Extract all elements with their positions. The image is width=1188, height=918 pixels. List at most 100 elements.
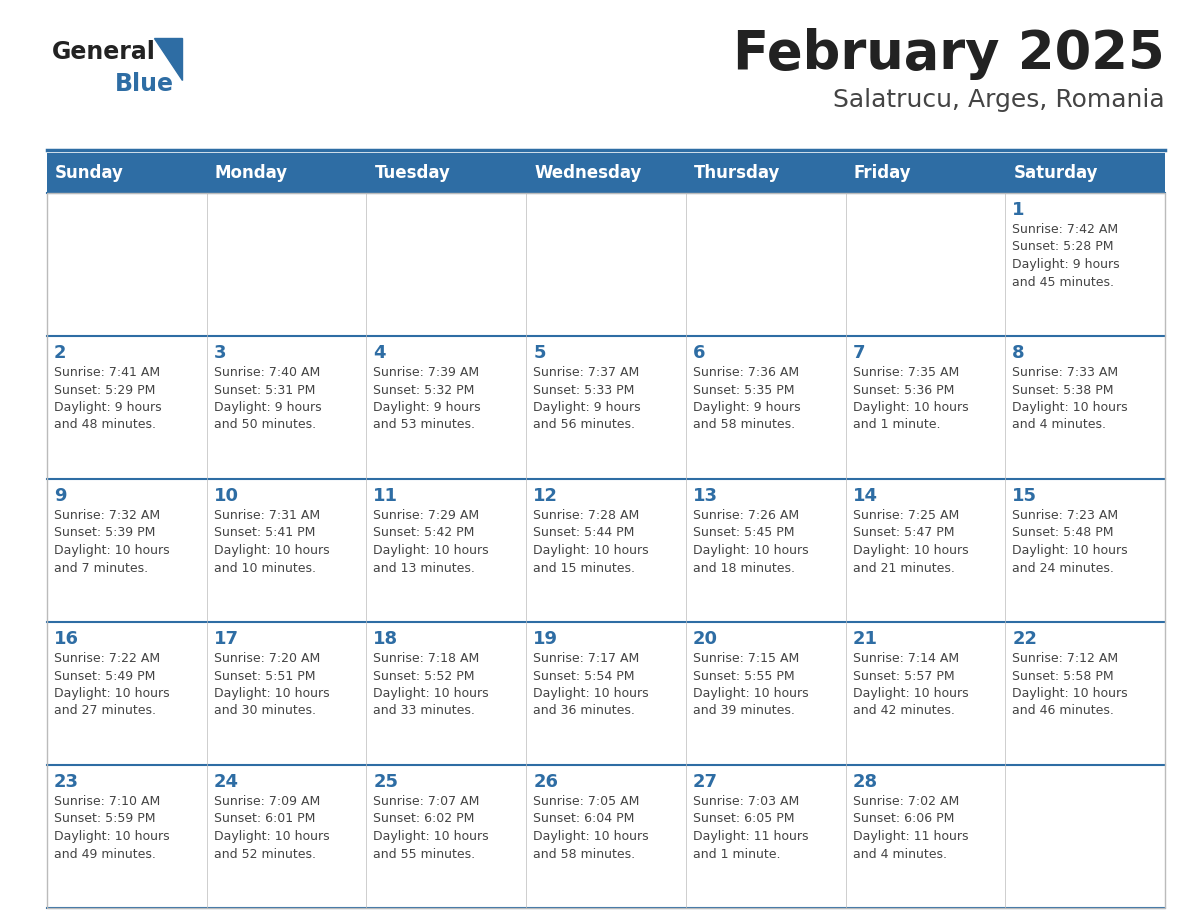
Bar (526, 765, 685, 908)
Bar (48, 193, 207, 336)
Text: Sunrise: 7:10 AM
Sunset: 5:59 PM
Daylight: 10 hours
and 49 minutes.: Sunrise: 7:10 AM Sunset: 5:59 PM Dayligh… (53, 795, 170, 860)
Text: 27: 27 (693, 773, 718, 791)
Bar (207, 336, 366, 479)
Bar (846, 622, 1005, 765)
Text: 2: 2 (53, 344, 67, 362)
Bar (1005, 622, 1165, 765)
Bar (846, 336, 1005, 479)
Bar (207, 765, 366, 908)
Polygon shape (154, 38, 182, 80)
Text: Friday: Friday (853, 164, 911, 182)
Bar (207, 479, 366, 622)
Text: 13: 13 (693, 487, 718, 505)
Text: 28: 28 (853, 773, 878, 791)
Text: Sunrise: 7:32 AM
Sunset: 5:39 PM
Daylight: 10 hours
and 7 minutes.: Sunrise: 7:32 AM Sunset: 5:39 PM Dayligh… (53, 509, 170, 575)
Bar (1005, 193, 1165, 336)
Text: 21: 21 (853, 630, 878, 648)
Text: 20: 20 (693, 630, 718, 648)
Text: 18: 18 (373, 630, 398, 648)
Bar (526, 193, 685, 336)
Bar (685, 479, 846, 622)
Text: Sunrise: 7:28 AM
Sunset: 5:44 PM
Daylight: 10 hours
and 15 minutes.: Sunrise: 7:28 AM Sunset: 5:44 PM Dayligh… (533, 509, 649, 575)
Bar (48, 622, 207, 765)
Text: 1: 1 (1012, 201, 1025, 219)
Text: Blue: Blue (115, 72, 173, 96)
Text: Salatrucu, Arges, Romania: Salatrucu, Arges, Romania (833, 88, 1165, 112)
Bar (1005, 765, 1165, 908)
Text: Sunrise: 7:20 AM
Sunset: 5:51 PM
Daylight: 10 hours
and 30 minutes.: Sunrise: 7:20 AM Sunset: 5:51 PM Dayligh… (214, 652, 329, 718)
Text: Tuesday: Tuesday (374, 164, 450, 182)
Text: Sunrise: 7:29 AM
Sunset: 5:42 PM
Daylight: 10 hours
and 13 minutes.: Sunrise: 7:29 AM Sunset: 5:42 PM Dayligh… (373, 509, 489, 575)
Text: 12: 12 (533, 487, 558, 505)
Text: 14: 14 (853, 487, 878, 505)
Bar (207, 193, 366, 336)
Text: Saturday: Saturday (1013, 164, 1098, 182)
Bar (685, 193, 846, 336)
Bar (685, 765, 846, 908)
Text: 6: 6 (693, 344, 706, 362)
Text: Sunrise: 7:12 AM
Sunset: 5:58 PM
Daylight: 10 hours
and 46 minutes.: Sunrise: 7:12 AM Sunset: 5:58 PM Dayligh… (1012, 652, 1127, 718)
Bar (366, 193, 526, 336)
Text: Sunrise: 7:39 AM
Sunset: 5:32 PM
Daylight: 9 hours
and 53 minutes.: Sunrise: 7:39 AM Sunset: 5:32 PM Dayligh… (373, 366, 481, 431)
Text: Sunrise: 7:18 AM
Sunset: 5:52 PM
Daylight: 10 hours
and 33 minutes.: Sunrise: 7:18 AM Sunset: 5:52 PM Dayligh… (373, 652, 489, 718)
Bar (685, 336, 846, 479)
Bar (1005, 479, 1165, 622)
Bar (366, 765, 526, 908)
Text: 3: 3 (214, 344, 226, 362)
Bar (846, 479, 1005, 622)
Text: 24: 24 (214, 773, 239, 791)
Bar (846, 193, 1005, 336)
Text: Sunrise: 7:07 AM
Sunset: 6:02 PM
Daylight: 10 hours
and 55 minutes.: Sunrise: 7:07 AM Sunset: 6:02 PM Dayligh… (373, 795, 489, 860)
Text: Sunrise: 7:31 AM
Sunset: 5:41 PM
Daylight: 10 hours
and 10 minutes.: Sunrise: 7:31 AM Sunset: 5:41 PM Dayligh… (214, 509, 329, 575)
Text: 15: 15 (1012, 487, 1037, 505)
Text: Sunrise: 7:36 AM
Sunset: 5:35 PM
Daylight: 9 hours
and 58 minutes.: Sunrise: 7:36 AM Sunset: 5:35 PM Dayligh… (693, 366, 801, 431)
Bar (48, 765, 207, 908)
Text: 23: 23 (53, 773, 78, 791)
Bar (48, 336, 207, 479)
Bar (48, 153, 1165, 193)
Text: Sunrise: 7:26 AM
Sunset: 5:45 PM
Daylight: 10 hours
and 18 minutes.: Sunrise: 7:26 AM Sunset: 5:45 PM Dayligh… (693, 509, 809, 575)
Text: Sunrise: 7:22 AM
Sunset: 5:49 PM
Daylight: 10 hours
and 27 minutes.: Sunrise: 7:22 AM Sunset: 5:49 PM Dayligh… (53, 652, 170, 718)
Text: 8: 8 (1012, 344, 1025, 362)
Text: Sunrise: 7:14 AM
Sunset: 5:57 PM
Daylight: 10 hours
and 42 minutes.: Sunrise: 7:14 AM Sunset: 5:57 PM Dayligh… (853, 652, 968, 718)
Text: Sunrise: 7:42 AM
Sunset: 5:28 PM
Daylight: 9 hours
and 45 minutes.: Sunrise: 7:42 AM Sunset: 5:28 PM Dayligh… (1012, 223, 1120, 288)
Bar (207, 622, 366, 765)
Text: Wednesday: Wednesday (535, 164, 642, 182)
Text: 4: 4 (373, 344, 386, 362)
Text: Sunrise: 7:17 AM
Sunset: 5:54 PM
Daylight: 10 hours
and 36 minutes.: Sunrise: 7:17 AM Sunset: 5:54 PM Dayligh… (533, 652, 649, 718)
Text: Monday: Monday (215, 164, 287, 182)
Bar (526, 336, 685, 479)
Text: Sunrise: 7:37 AM
Sunset: 5:33 PM
Daylight: 9 hours
and 56 minutes.: Sunrise: 7:37 AM Sunset: 5:33 PM Dayligh… (533, 366, 640, 431)
Text: 11: 11 (373, 487, 398, 505)
Text: 25: 25 (373, 773, 398, 791)
Text: February 2025: February 2025 (733, 28, 1165, 80)
Text: 5: 5 (533, 344, 545, 362)
Text: Sunrise: 7:33 AM
Sunset: 5:38 PM
Daylight: 10 hours
and 4 minutes.: Sunrise: 7:33 AM Sunset: 5:38 PM Dayligh… (1012, 366, 1127, 431)
Bar (366, 336, 526, 479)
Text: Sunrise: 7:05 AM
Sunset: 6:04 PM
Daylight: 10 hours
and 58 minutes.: Sunrise: 7:05 AM Sunset: 6:04 PM Dayligh… (533, 795, 649, 860)
Text: 19: 19 (533, 630, 558, 648)
Bar (48, 479, 207, 622)
Text: Thursday: Thursday (694, 164, 781, 182)
Bar (526, 622, 685, 765)
Text: Sunrise: 7:09 AM
Sunset: 6:01 PM
Daylight: 10 hours
and 52 minutes.: Sunrise: 7:09 AM Sunset: 6:01 PM Dayligh… (214, 795, 329, 860)
Text: Sunday: Sunday (55, 164, 124, 182)
Text: Sunrise: 7:15 AM
Sunset: 5:55 PM
Daylight: 10 hours
and 39 minutes.: Sunrise: 7:15 AM Sunset: 5:55 PM Dayligh… (693, 652, 809, 718)
Text: Sunrise: 7:40 AM
Sunset: 5:31 PM
Daylight: 9 hours
and 50 minutes.: Sunrise: 7:40 AM Sunset: 5:31 PM Dayligh… (214, 366, 321, 431)
Text: 22: 22 (1012, 630, 1037, 648)
Text: Sunrise: 7:02 AM
Sunset: 6:06 PM
Daylight: 11 hours
and 4 minutes.: Sunrise: 7:02 AM Sunset: 6:06 PM Dayligh… (853, 795, 968, 860)
Bar (1005, 336, 1165, 479)
Text: Sunrise: 7:23 AM
Sunset: 5:48 PM
Daylight: 10 hours
and 24 minutes.: Sunrise: 7:23 AM Sunset: 5:48 PM Dayligh… (1012, 509, 1127, 575)
Bar (48, 193, 1165, 908)
Text: General: General (52, 40, 156, 64)
Text: 7: 7 (853, 344, 865, 362)
Bar (685, 622, 846, 765)
Bar (846, 765, 1005, 908)
Text: 17: 17 (214, 630, 239, 648)
Text: 16: 16 (53, 630, 78, 648)
Bar (366, 479, 526, 622)
Text: Sunrise: 7:41 AM
Sunset: 5:29 PM
Daylight: 9 hours
and 48 minutes.: Sunrise: 7:41 AM Sunset: 5:29 PM Dayligh… (53, 366, 162, 431)
Bar (526, 479, 685, 622)
Text: 10: 10 (214, 487, 239, 505)
Text: Sunrise: 7:03 AM
Sunset: 6:05 PM
Daylight: 11 hours
and 1 minute.: Sunrise: 7:03 AM Sunset: 6:05 PM Dayligh… (693, 795, 808, 860)
